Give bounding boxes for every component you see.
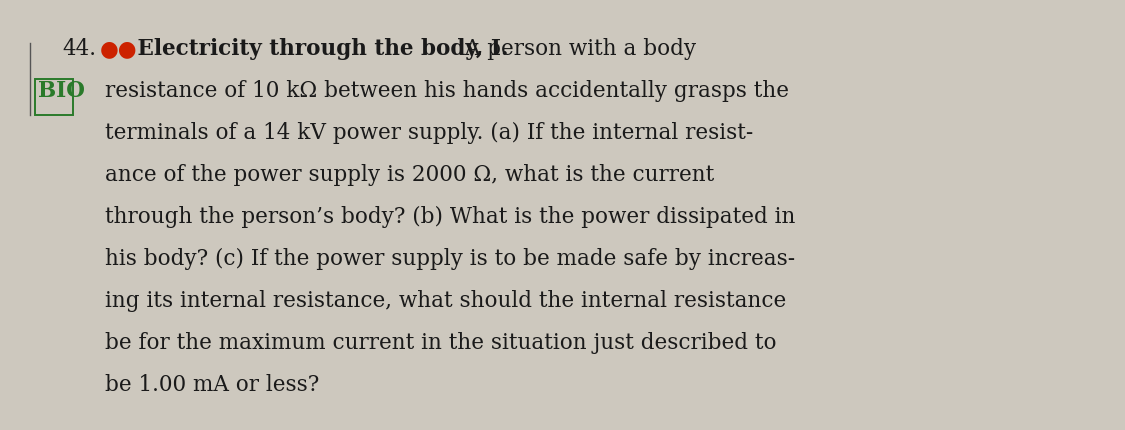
Text: be 1.00 mA or less?: be 1.00 mA or less?: [105, 373, 320, 395]
Text: BIO: BIO: [38, 80, 84, 102]
Text: terminals of a 14 kV power supply. (a) If the internal resist-: terminals of a 14 kV power supply. (a) I…: [105, 122, 754, 144]
Text: his body? (c) If the power supply is to be made safe by increas-: his body? (c) If the power supply is to …: [105, 247, 795, 270]
Text: 44.: 44.: [62, 38, 96, 60]
Text: resistance of 10 kΩ between his hands accidentally grasps the: resistance of 10 kΩ between his hands ac…: [105, 80, 789, 102]
Text: ance of the power supply is 2000 Ω, what is the current: ance of the power supply is 2000 Ω, what…: [105, 164, 714, 186]
Text: ing its internal resistance, what should the internal resistance: ing its internal resistance, what should…: [105, 289, 786, 311]
Text: be for the maximum current in the situation just described to: be for the maximum current in the situat…: [105, 331, 776, 353]
Text: Electricity through the body, I.: Electricity through the body, I.: [130, 38, 508, 60]
Text: through the person’s body? (b) What is the power dissipated in: through the person’s body? (b) What is t…: [105, 206, 795, 227]
Text: ●●: ●●: [100, 38, 137, 60]
Text: A person with a body: A person with a body: [458, 38, 696, 60]
